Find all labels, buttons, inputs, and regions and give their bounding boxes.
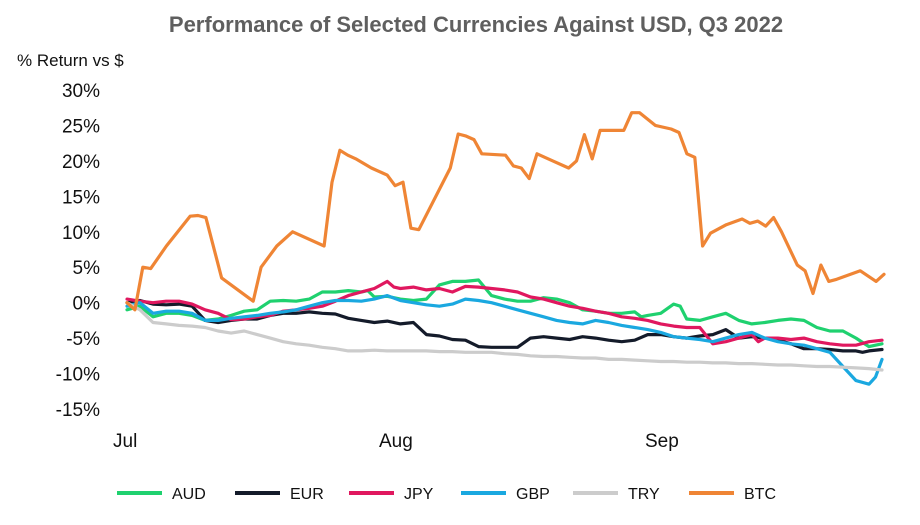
- x-tick-label: Jul: [113, 431, 137, 452]
- legend-label-aud: AUD: [172, 486, 206, 503]
- y-tick-label: 15%: [62, 187, 100, 208]
- legend: AUD EUR JPY GBP TRY BTC: [117, 486, 776, 503]
- y-axis-ticks: 30% 25% 20% 15% 10% 5% 0% -5% -10% -15%: [56, 81, 100, 421]
- series-line-eur: [125, 298, 884, 354]
- x-axis-ticks: Jul Aug Sep: [113, 431, 679, 452]
- y-axis-label: % Return vs $: [17, 51, 124, 70]
- y-tick-label: -15%: [56, 400, 100, 421]
- y-tick-label: -5%: [66, 329, 100, 350]
- y-tick-label: 5%: [73, 258, 101, 279]
- y-tick-label: 30%: [62, 81, 100, 102]
- series-line-aud: [125, 278, 884, 349]
- y-tick-label: -10%: [56, 365, 100, 386]
- series-lines: [125, 111, 886, 386]
- chart-title: Performance of Selected Currencies Again…: [169, 12, 783, 37]
- series-line-gbp: [125, 294, 884, 386]
- legend-label-eur: EUR: [290, 486, 324, 503]
- y-tick-label: 0%: [73, 294, 101, 315]
- legend-label-try: TRY: [628, 486, 660, 503]
- series-line-btc: [125, 111, 886, 312]
- legend-label-jpy: JPY: [404, 486, 434, 503]
- y-tick-label: 10%: [62, 223, 100, 244]
- y-tick-label: 20%: [62, 152, 100, 173]
- x-tick-label: Sep: [645, 431, 679, 452]
- x-tick-label: Aug: [379, 431, 413, 452]
- y-tick-label: 25%: [62, 116, 100, 137]
- legend-label-gbp: GBP: [516, 486, 550, 503]
- legend-label-btc: BTC: [744, 486, 776, 503]
- series-line-try: [125, 301, 884, 372]
